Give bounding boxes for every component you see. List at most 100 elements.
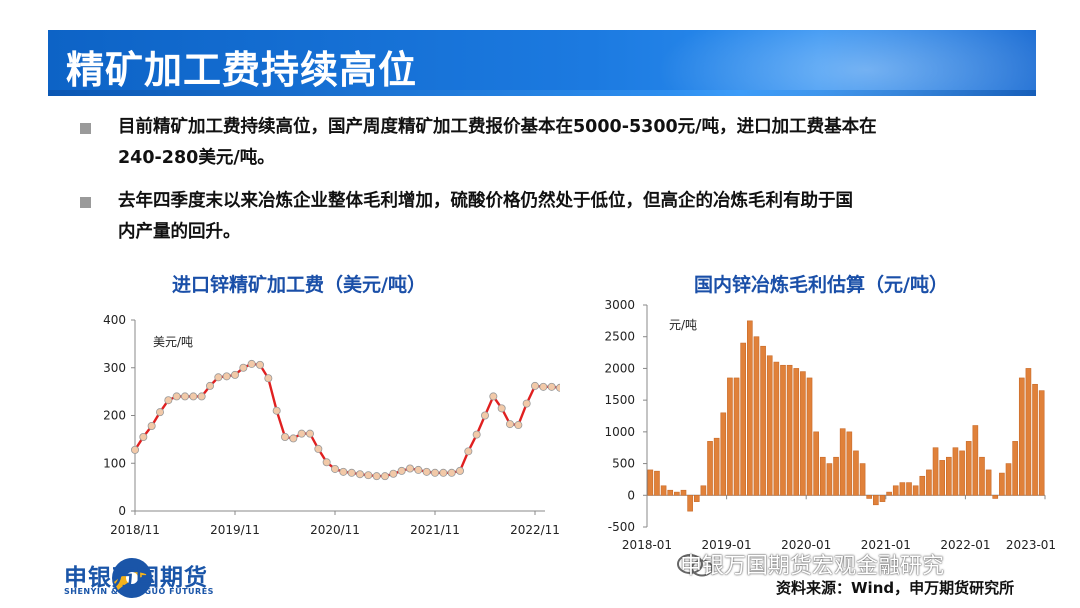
data-point xyxy=(197,392,206,401)
bar xyxy=(833,456,839,496)
bar xyxy=(886,491,892,496)
bar xyxy=(992,494,999,499)
data-point xyxy=(272,406,281,415)
data-point xyxy=(131,445,140,454)
data-point xyxy=(489,392,498,401)
data-point xyxy=(505,420,514,429)
bullet-square-icon xyxy=(80,123,91,134)
bar xyxy=(819,456,826,496)
x-tick-label: 2021-01 xyxy=(861,538,911,552)
data-point xyxy=(380,472,389,481)
data-point xyxy=(556,383,560,392)
bar xyxy=(912,485,919,496)
smelting-margin-bar-chart: -500 0 500 1000 1500 2000 2500 3000 2018-01 2019-… xyxy=(604,298,1056,552)
data-point xyxy=(156,408,165,417)
bar xyxy=(667,489,674,496)
bar xyxy=(873,494,879,506)
data-point xyxy=(389,469,398,478)
x-tick-label: 2022/11 xyxy=(510,523,560,537)
y-tick-label: 0 xyxy=(627,488,635,502)
bar xyxy=(932,447,939,496)
data-point xyxy=(539,382,548,391)
data-point xyxy=(547,382,556,391)
data-point xyxy=(314,444,323,453)
bar xyxy=(899,482,906,496)
data-point xyxy=(530,381,539,390)
data-point xyxy=(522,399,531,408)
data-point xyxy=(264,374,273,383)
data-point xyxy=(514,421,523,430)
bar xyxy=(713,437,720,496)
x-tick-label: 2019/11 xyxy=(210,523,260,537)
bar xyxy=(999,472,1005,496)
data-point xyxy=(139,432,148,441)
data-point xyxy=(172,392,181,401)
y-tick-label: -500 xyxy=(608,520,635,534)
data-point xyxy=(181,392,190,401)
logo-subtitle: SHENYIN & WANGUO FUTURES xyxy=(64,587,214,596)
data-point xyxy=(455,466,464,475)
bar xyxy=(979,456,985,496)
bar xyxy=(1025,368,1032,496)
x-tick-label: 2020-01 xyxy=(781,538,831,552)
y-tick-label: 2500 xyxy=(604,330,635,344)
data-point xyxy=(447,468,456,477)
bar xyxy=(839,428,846,496)
data-point xyxy=(405,464,414,473)
data-point xyxy=(222,372,231,381)
data-point xyxy=(322,458,331,467)
data-point xyxy=(497,404,506,413)
y-tick-label: 200 xyxy=(103,409,126,423)
slide-title-bar: 精矿加工费持续高位 xyxy=(48,30,1036,96)
data-point xyxy=(189,392,198,401)
bar xyxy=(919,475,926,496)
unit-label: 美元/吨 xyxy=(153,335,193,349)
x-tick-label: 2023-01 xyxy=(1006,538,1056,552)
bar xyxy=(800,371,806,496)
bar xyxy=(866,494,873,499)
bullet-item-1: 目前精矿加工费持续高位，国产周度精矿加工费报价基本在5000-5300元/吨，进… xyxy=(78,112,1018,174)
data-point xyxy=(464,447,473,456)
data-point xyxy=(414,465,423,474)
tc-import-line-chart: 0 100 200 300 400 2018/11 2019/11 2020/11 2021/1… xyxy=(103,313,560,537)
data-point xyxy=(397,466,406,475)
bar xyxy=(985,469,992,496)
data-point xyxy=(472,430,481,439)
bullet-item-2: 去年四季度末以来冶炼企业整体毛利增加，硫酸价格仍然处于低位，但高企的冶炼毛利有助… xyxy=(78,186,1018,248)
watermark-text: 申银万国期货宏观金融研究 xyxy=(680,554,945,579)
data-point xyxy=(364,471,373,480)
series-line xyxy=(133,362,560,478)
bar xyxy=(674,491,680,496)
bar xyxy=(740,342,747,496)
bullet-square-icon xyxy=(80,197,91,208)
bar xyxy=(959,450,965,496)
bar xyxy=(892,485,899,496)
data-point xyxy=(280,432,289,441)
bar xyxy=(753,336,760,496)
data-point xyxy=(239,363,248,372)
bar xyxy=(727,377,733,496)
x-tick-label: 2018/11 xyxy=(110,523,160,537)
data-point xyxy=(480,411,489,420)
data-point xyxy=(330,464,339,473)
bar xyxy=(707,441,713,496)
wechat-watermark-icon xyxy=(677,554,713,577)
x-tick-label: 2018-01 xyxy=(622,538,672,552)
data-point xyxy=(289,434,298,443)
title-bar-sheen xyxy=(656,30,1036,96)
bar xyxy=(654,470,660,496)
x-tick-label: 2019-01 xyxy=(702,538,752,552)
y-tick-label: 500 xyxy=(612,457,635,471)
bullet-list: 目前精矿加工费持续高位，国产周度精矿加工费报价基本在5000-5300元/吨，进… xyxy=(78,112,1018,260)
bar xyxy=(680,489,687,496)
left-chart-title: 进口锌精矿加工费（美元/吨） xyxy=(172,274,426,296)
bullet-1-line-1: 目前精矿加工费持续高位，国产周度精矿加工费报价基本在5000-5300元/吨，进… xyxy=(118,117,877,137)
bar xyxy=(1032,383,1038,496)
data-point xyxy=(439,468,448,477)
bar xyxy=(806,377,813,496)
data-point xyxy=(372,472,381,481)
bar xyxy=(747,320,753,496)
y-tick-label: 100 xyxy=(103,456,126,470)
data-point xyxy=(305,429,314,438)
bar xyxy=(687,494,693,512)
